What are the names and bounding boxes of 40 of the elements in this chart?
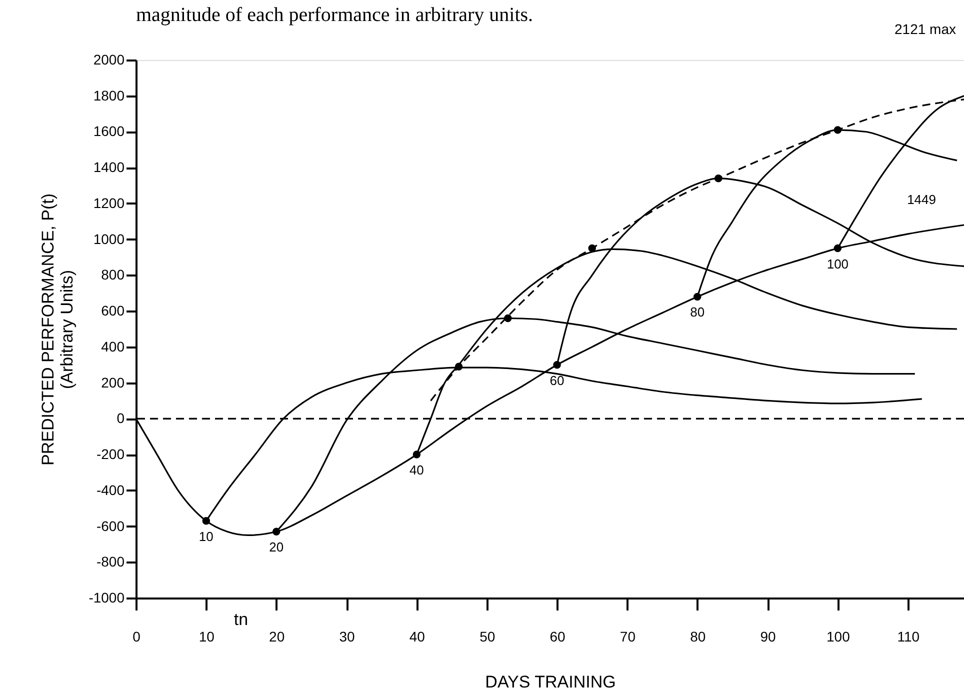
- y-tick-label: 200: [101, 374, 125, 390]
- y-tick-label: -400: [96, 482, 125, 498]
- y-tick-label: 1600: [93, 123, 125, 140]
- x-tick-label: 10: [198, 628, 215, 644]
- x-tick-label: 30: [339, 628, 356, 644]
- annotation: 80: [690, 304, 705, 320]
- text: magnitude of each performance in arbitrary units.: [136, 4, 534, 26]
- annotation: 40: [409, 462, 424, 478]
- x-tick-label: 20: [269, 628, 285, 644]
- x-tick-label: 40: [409, 628, 426, 644]
- y-tick-label: -1000: [88, 590, 125, 606]
- x-tick-label: 60: [550, 628, 566, 644]
- x-tick-label: 80: [690, 628, 706, 644]
- y-tick-label: 600: [101, 302, 125, 319]
- y-tick-label: -600: [96, 518, 125, 534]
- annotation: 1449: [907, 192, 936, 207]
- x-tick-label: 100: [826, 628, 850, 644]
- x-tick-label: 70: [620, 628, 636, 644]
- y-tick-label: 1000: [93, 230, 125, 247]
- x-tick-label: 90: [760, 628, 776, 644]
- x-tick-label: 50: [480, 628, 496, 644]
- y-tick-label: 1800: [93, 87, 125, 104]
- y-tick-label: 2000: [93, 52, 125, 68]
- y-tick-label: 800: [101, 266, 125, 283]
- y-tick-label: -200: [96, 446, 125, 462]
- x-tick-label: 0: [132, 628, 141, 644]
- annotation: 20: [269, 540, 284, 555]
- x-tick-label: 110: [897, 628, 920, 644]
- y-tick-label: 1400: [93, 159, 125, 176]
- annotation: 60: [550, 372, 564, 388]
- text: 2121 max: [894, 21, 956, 37]
- y-tick-label: 1200: [93, 194, 125, 211]
- y-tick-label: 400: [101, 338, 125, 354]
- y-tick-label: 0: [116, 410, 125, 426]
- annotation: 10: [198, 528, 214, 544]
- x-axis-title: DAYS TRAINING: [485, 672, 616, 692]
- y-tick-label: -800: [96, 554, 125, 570]
- y-axis-title: PREDICTED PERFORMANCE, P(t) (Arbitrary Units): [38, 193, 77, 466]
- text: tn: [234, 610, 248, 629]
- annotation: 100: [826, 256, 849, 272]
